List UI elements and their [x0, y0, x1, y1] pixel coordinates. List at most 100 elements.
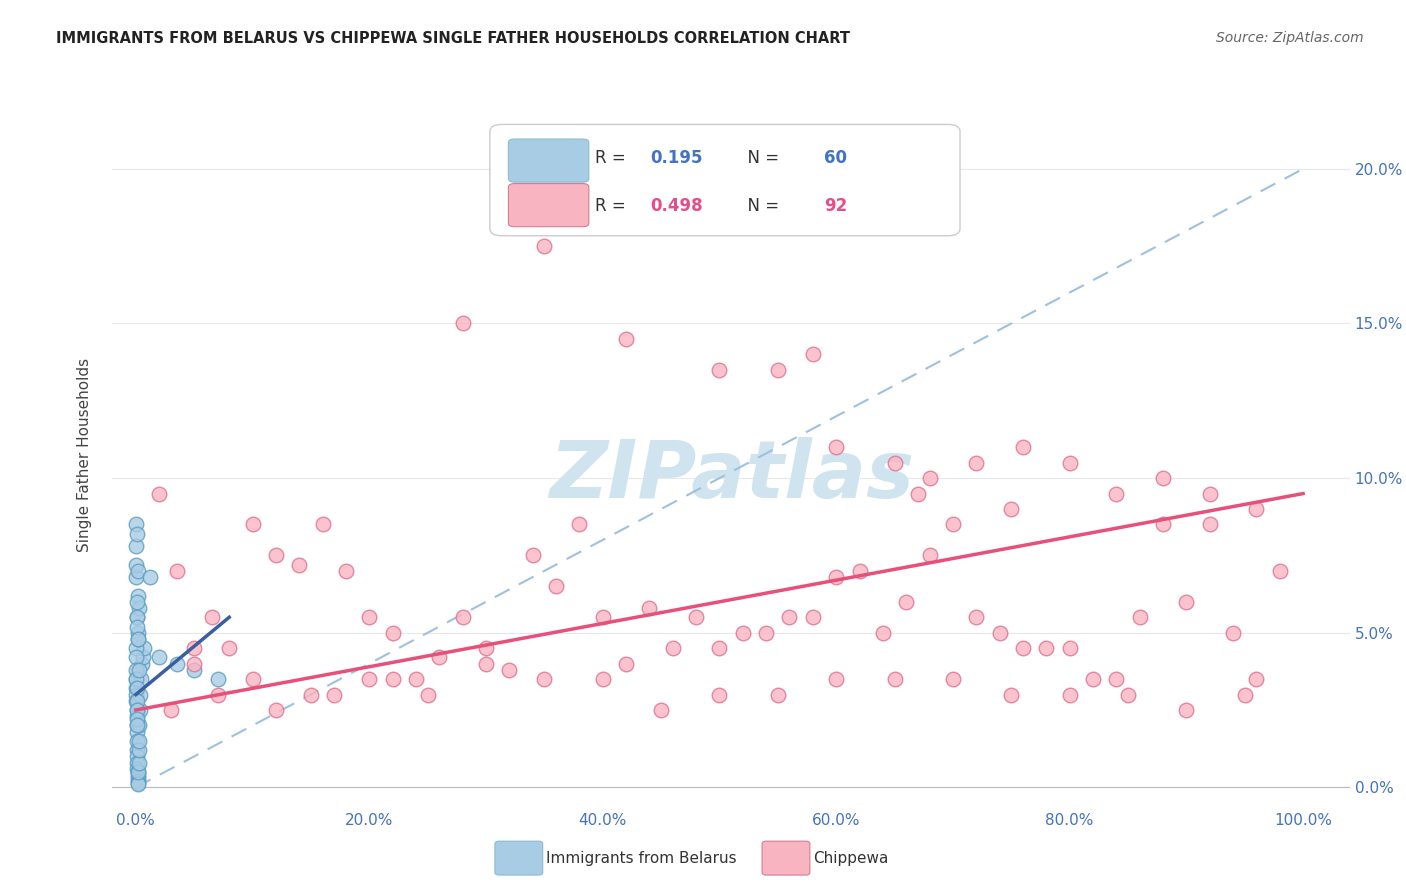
Point	[127, 764, 149, 779]
Point	[731, 625, 754, 640]
Point	[125, 558, 148, 572]
Point	[127, 777, 149, 791]
Point	[1246, 672, 1268, 686]
Point	[1000, 688, 1022, 702]
Point	[125, 688, 148, 702]
Point	[128, 743, 150, 757]
Point	[568, 517, 591, 532]
Point	[125, 694, 148, 708]
Point	[1012, 440, 1035, 454]
Point	[709, 641, 731, 656]
Point	[127, 564, 149, 578]
Point	[127, 632, 149, 646]
Text: N =: N =	[737, 149, 785, 167]
Point	[965, 456, 987, 470]
Point	[125, 663, 148, 677]
Point	[451, 317, 474, 331]
Point	[132, 641, 155, 656]
Point	[127, 764, 149, 779]
Point	[183, 641, 205, 656]
Point	[1222, 625, 1244, 640]
Point	[907, 486, 929, 500]
Point	[1198, 486, 1220, 500]
Point	[533, 239, 555, 253]
Point	[125, 694, 148, 708]
Point	[942, 672, 965, 686]
Point	[127, 762, 149, 776]
Point	[125, 718, 148, 732]
Point	[1059, 456, 1081, 470]
Text: N =: N =	[737, 197, 785, 216]
Point	[1116, 688, 1139, 702]
Point	[359, 610, 381, 624]
Point	[1000, 502, 1022, 516]
Point	[127, 619, 149, 633]
Text: Chippewa: Chippewa	[813, 851, 889, 865]
Text: R =: R =	[595, 149, 631, 167]
Point	[125, 724, 148, 739]
Point	[1246, 502, 1268, 516]
Point	[127, 775, 149, 789]
Point	[160, 703, 183, 717]
Point	[125, 681, 148, 696]
Point	[129, 703, 152, 717]
Text: Source: ZipAtlas.com: Source: ZipAtlas.com	[1216, 31, 1364, 45]
Point	[125, 595, 148, 609]
Point	[1268, 564, 1291, 578]
Point	[128, 601, 150, 615]
Point	[127, 774, 149, 789]
Point	[614, 657, 637, 671]
Point	[125, 734, 148, 748]
Point	[638, 601, 661, 615]
Point	[709, 363, 731, 377]
Point	[779, 610, 801, 624]
Point	[451, 610, 474, 624]
Point	[848, 564, 870, 578]
Point	[131, 657, 153, 671]
Point	[1059, 688, 1081, 702]
Point	[125, 718, 148, 732]
Point	[125, 539, 148, 553]
Text: 92: 92	[824, 197, 848, 216]
Point	[148, 486, 170, 500]
Point	[125, 709, 148, 723]
Point	[405, 672, 427, 686]
Point	[592, 610, 614, 624]
Point	[1012, 641, 1035, 656]
Point	[1198, 517, 1220, 532]
Point	[128, 734, 150, 748]
Point	[766, 363, 789, 377]
Point	[709, 688, 731, 702]
Point	[125, 641, 148, 656]
Point	[127, 768, 149, 782]
Point	[1035, 641, 1057, 656]
Text: Immigrants from Belarus: Immigrants from Belarus	[546, 851, 737, 865]
Point	[125, 703, 148, 717]
Y-axis label: Single Father Households: Single Father Households	[77, 358, 91, 552]
Point	[218, 641, 240, 656]
Point	[544, 579, 567, 593]
FancyBboxPatch shape	[509, 139, 589, 182]
Point	[801, 347, 824, 361]
Point	[1059, 641, 1081, 656]
Point	[988, 625, 1011, 640]
Point	[125, 703, 148, 717]
Point	[942, 517, 965, 532]
Point	[896, 595, 918, 609]
Point	[311, 517, 333, 532]
Point	[918, 549, 941, 563]
Point	[359, 672, 381, 686]
Point	[129, 672, 152, 686]
Point	[661, 641, 683, 656]
Point	[129, 688, 152, 702]
Point	[242, 517, 264, 532]
Point	[522, 549, 544, 563]
Point	[766, 688, 789, 702]
Point	[918, 471, 941, 485]
Point	[498, 663, 520, 677]
Point	[872, 625, 894, 640]
Point	[125, 610, 148, 624]
Point	[965, 610, 987, 624]
Text: ZIPatlas: ZIPatlas	[548, 437, 914, 515]
Point	[128, 756, 150, 770]
